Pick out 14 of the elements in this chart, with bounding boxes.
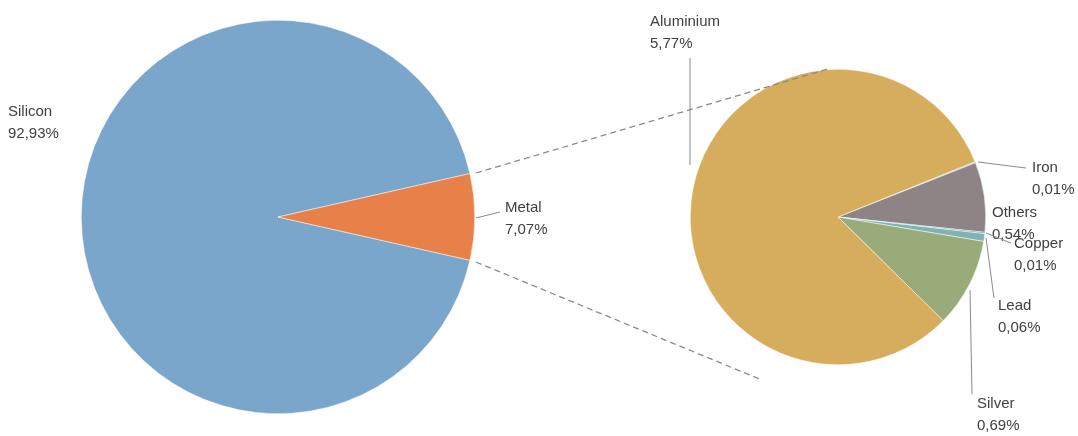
slice-label: Others <box>992 203 1038 221</box>
data-label: 7,07% <box>505 220 548 238</box>
data-label: 0,01% <box>1014 256 1057 274</box>
slice-label: Silicon <box>8 102 53 120</box>
slice-label: Silver <box>977 394 1015 412</box>
data-label: 0,01% <box>1032 180 1075 198</box>
data-label: 0,69% <box>977 416 1020 434</box>
data-label: 5,77% <box>650 34 693 52</box>
slice-label: Iron <box>1032 158 1058 176</box>
data-label: 0,06% <box>998 318 1041 336</box>
slice-label: Aluminium <box>650 12 721 30</box>
slice-label: Metal <box>505 198 542 216</box>
data-label: 92,93% <box>8 124 59 142</box>
slice-label: Lead <box>998 296 1032 314</box>
